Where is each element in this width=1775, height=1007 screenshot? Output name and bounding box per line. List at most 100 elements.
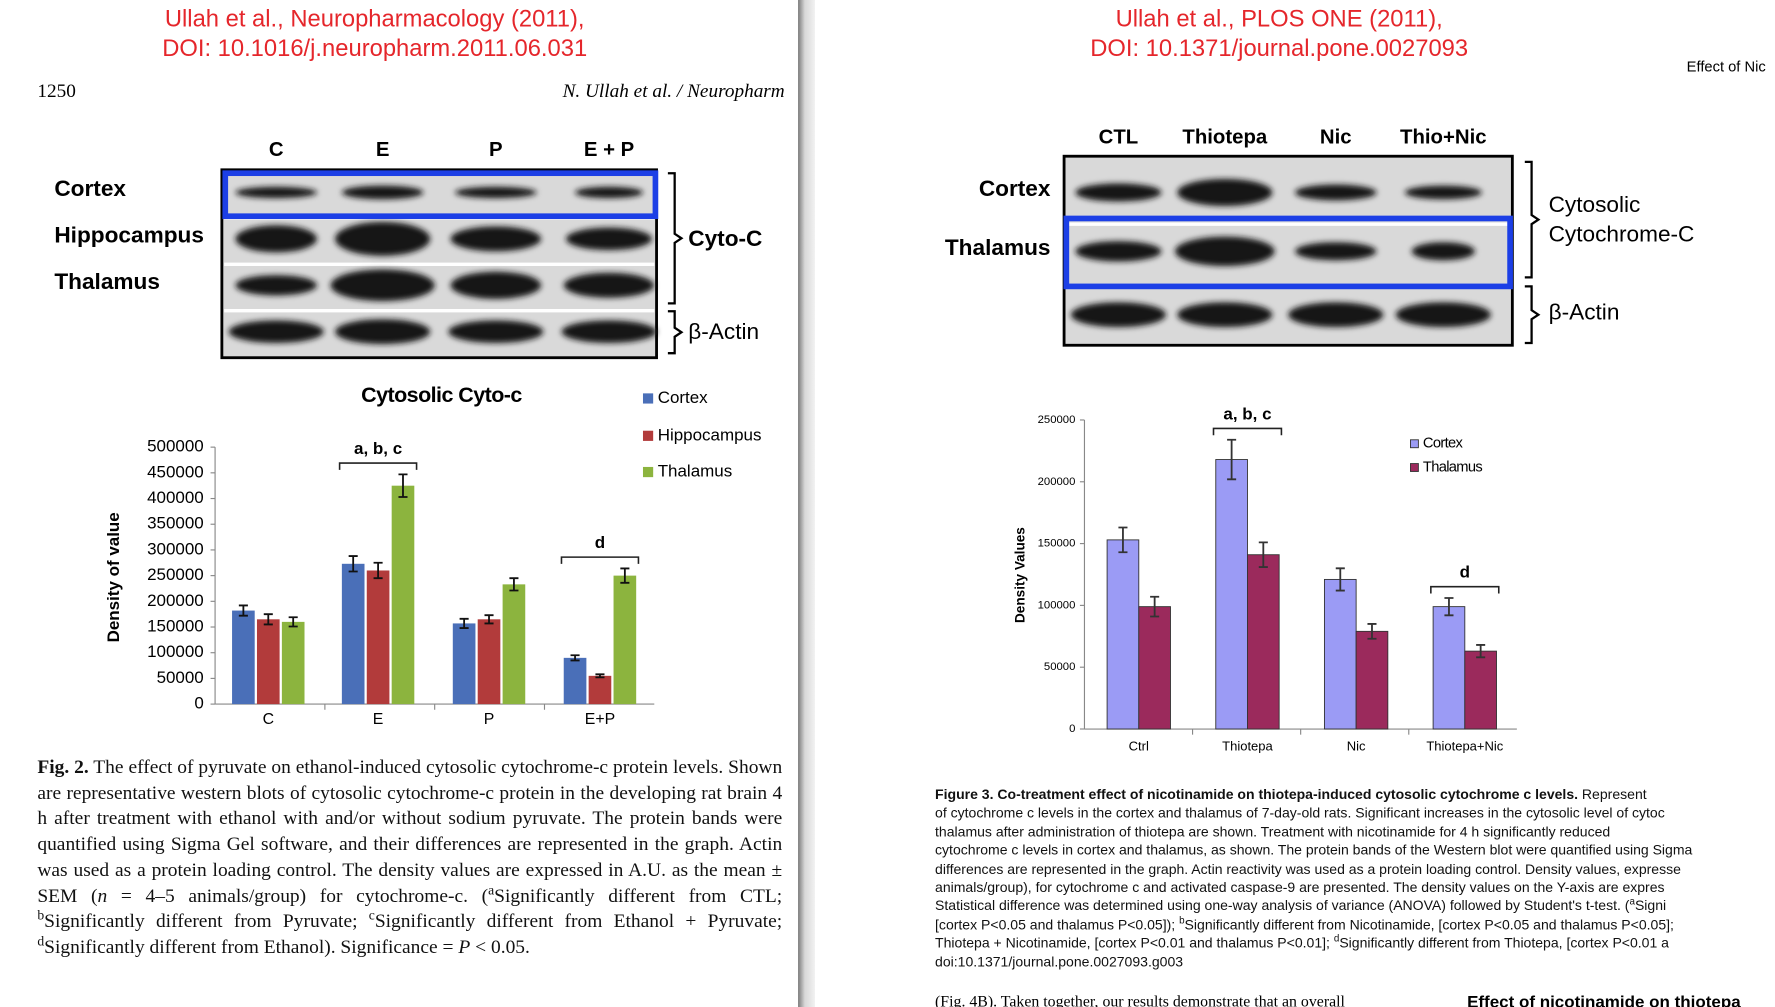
- caption-line: doi:10.1371/journal.pone.0027093.g003: [935, 953, 1692, 972]
- caption-text: thalamus after administration of thiotep…: [935, 823, 1611, 840]
- blot-band: [1075, 241, 1162, 262]
- bar: [588, 675, 612, 705]
- body-text: (Fig. 4B). Taken together, our results d…: [935, 993, 1345, 1007]
- citation: DOI: 10.1016/j.neuropharm.2011.06.031: [162, 35, 587, 62]
- y-tick-label: 300000: [147, 539, 204, 558]
- legend-label: Cortex: [1423, 436, 1464, 452]
- y-tick-label: 100000: [1038, 599, 1076, 611]
- bar: [281, 621, 305, 705]
- legend-label: Hippocampus: [658, 425, 762, 444]
- error-bar: [1335, 567, 1345, 592]
- y-tick-label: 50000: [1044, 661, 1075, 673]
- error-bar: [1444, 597, 1454, 617]
- x-tick-label: C: [263, 711, 274, 728]
- blot-band: [1075, 183, 1162, 202]
- highlight-box: [222, 170, 659, 220]
- figure-caption: Fig. 2. The effect of pyruvate on ethano…: [37, 755, 782, 961]
- caption-text: Statistical difference was determined us…: [935, 898, 1630, 915]
- blot-band: [448, 320, 544, 343]
- row-label: Thalamus: [54, 269, 160, 294]
- error-bar: [1150, 595, 1160, 618]
- error-bar: [620, 567, 630, 584]
- blot-band: [1295, 184, 1377, 201]
- y-tick-label: 450000: [147, 462, 204, 481]
- caption-text: < 0.05.: [470, 936, 530, 958]
- significance-bracket: [560, 556, 640, 564]
- caption-text: Fig. 2.: [37, 756, 89, 778]
- legend-swatch: [1410, 439, 1419, 449]
- blot-band: [455, 186, 537, 199]
- y-tick-label: 400000: [147, 488, 204, 507]
- caption-text: P: [458, 936, 471, 958]
- legend-swatch: [642, 430, 654, 441]
- error-bar: [1118, 526, 1128, 554]
- blot-band: [450, 271, 542, 299]
- citation: Ullah et al., Neuropharmacology (2011),: [165, 6, 585, 33]
- bar: [366, 570, 390, 705]
- y-tick-label: 350000: [147, 514, 204, 533]
- bar: [477, 619, 501, 705]
- caption-text: Thiotepa + Nicotinamide, [cortex P<0.01 …: [935, 935, 1334, 952]
- y-axis-label: Density Values: [1013, 527, 1028, 623]
- blot-band: [330, 269, 435, 302]
- lane-label: C: [269, 139, 284, 161]
- blot-label: Cytosolic: [1549, 192, 1641, 217]
- row-label: Cortex: [54, 176, 126, 201]
- y-tick-label: 0: [194, 694, 203, 713]
- bar: [613, 575, 637, 705]
- blot-band: [228, 320, 324, 343]
- caption-text: of cytochrome c levels in the cortex and…: [935, 805, 1665, 822]
- blot-band: [341, 185, 424, 200]
- bar: [452, 623, 476, 705]
- lane-label: E: [376, 139, 390, 161]
- x-tick-label: Ctrl: [1129, 739, 1149, 754]
- bar: [391, 485, 415, 705]
- bar: [1247, 554, 1280, 730]
- error-bar: [1258, 541, 1268, 568]
- caption-text: Significantly different from Nicotinamid…: [1184, 916, 1674, 933]
- y-tick-label: 200000: [1038, 476, 1076, 488]
- bar: [1464, 650, 1497, 730]
- bracket: [1524, 285, 1541, 345]
- section-heading: Effect of nicotinamide on thiotepa: [1467, 992, 1741, 1007]
- error-bar: [1227, 438, 1237, 481]
- bar: [1432, 606, 1466, 730]
- legend-swatch: [1410, 463, 1419, 472]
- significance-bracket: [338, 462, 418, 470]
- blot-band: [235, 275, 317, 296]
- blot-band: [1070, 302, 1166, 328]
- page-number: 1250: [37, 81, 75, 102]
- figure-caption: Figure 3. Co-treatment effect of nicotin…: [935, 786, 1692, 972]
- significance-label: a, b, c: [1223, 404, 1271, 423]
- caption-text: Figure 3. Co-treatment effect of nicotin…: [935, 786, 1579, 803]
- error-bar: [288, 616, 298, 628]
- caption-text: c: [368, 907, 375, 924]
- legend-swatch: [642, 466, 654, 478]
- lane-label: E + P: [584, 139, 634, 161]
- error-bar: [398, 473, 408, 498]
- error-bar: [509, 577, 519, 592]
- caption-line: of cytochrome c levels in the cortex and…: [935, 804, 1692, 823]
- caption-text: d: [1333, 932, 1340, 945]
- running-header: N. Ullah et al. / Neuropharm: [562, 81, 785, 102]
- x-tick-label: Nic: [1347, 739, 1366, 754]
- citation: DOI: 10.1371/journal.pone.0027093: [1090, 35, 1468, 62]
- lane-label: Thiotepa: [1182, 126, 1268, 148]
- error-bar: [373, 561, 383, 580]
- lane-label: P: [489, 139, 503, 161]
- caption-text: Significantly different from Thiotepa, […: [1339, 935, 1669, 952]
- legend-label: Thalamus: [1423, 459, 1482, 475]
- y-tick-label: 200000: [147, 591, 204, 610]
- y-tick-label: 250000: [147, 565, 204, 584]
- bar: [502, 584, 526, 705]
- significance-bracket: [1430, 585, 1500, 594]
- x-tick-label: Thiotepa: [1222, 739, 1273, 754]
- caption-text: animals/group), for cytochrome c and act…: [935, 879, 1665, 896]
- caption-text: Significantly different from Pyruvate;: [44, 910, 369, 932]
- caption-text: n: [97, 884, 108, 907]
- error-bar: [484, 614, 494, 625]
- caption-text: Significantly different from Ethanol). S…: [44, 936, 459, 958]
- y-tick-label: 150000: [147, 616, 204, 635]
